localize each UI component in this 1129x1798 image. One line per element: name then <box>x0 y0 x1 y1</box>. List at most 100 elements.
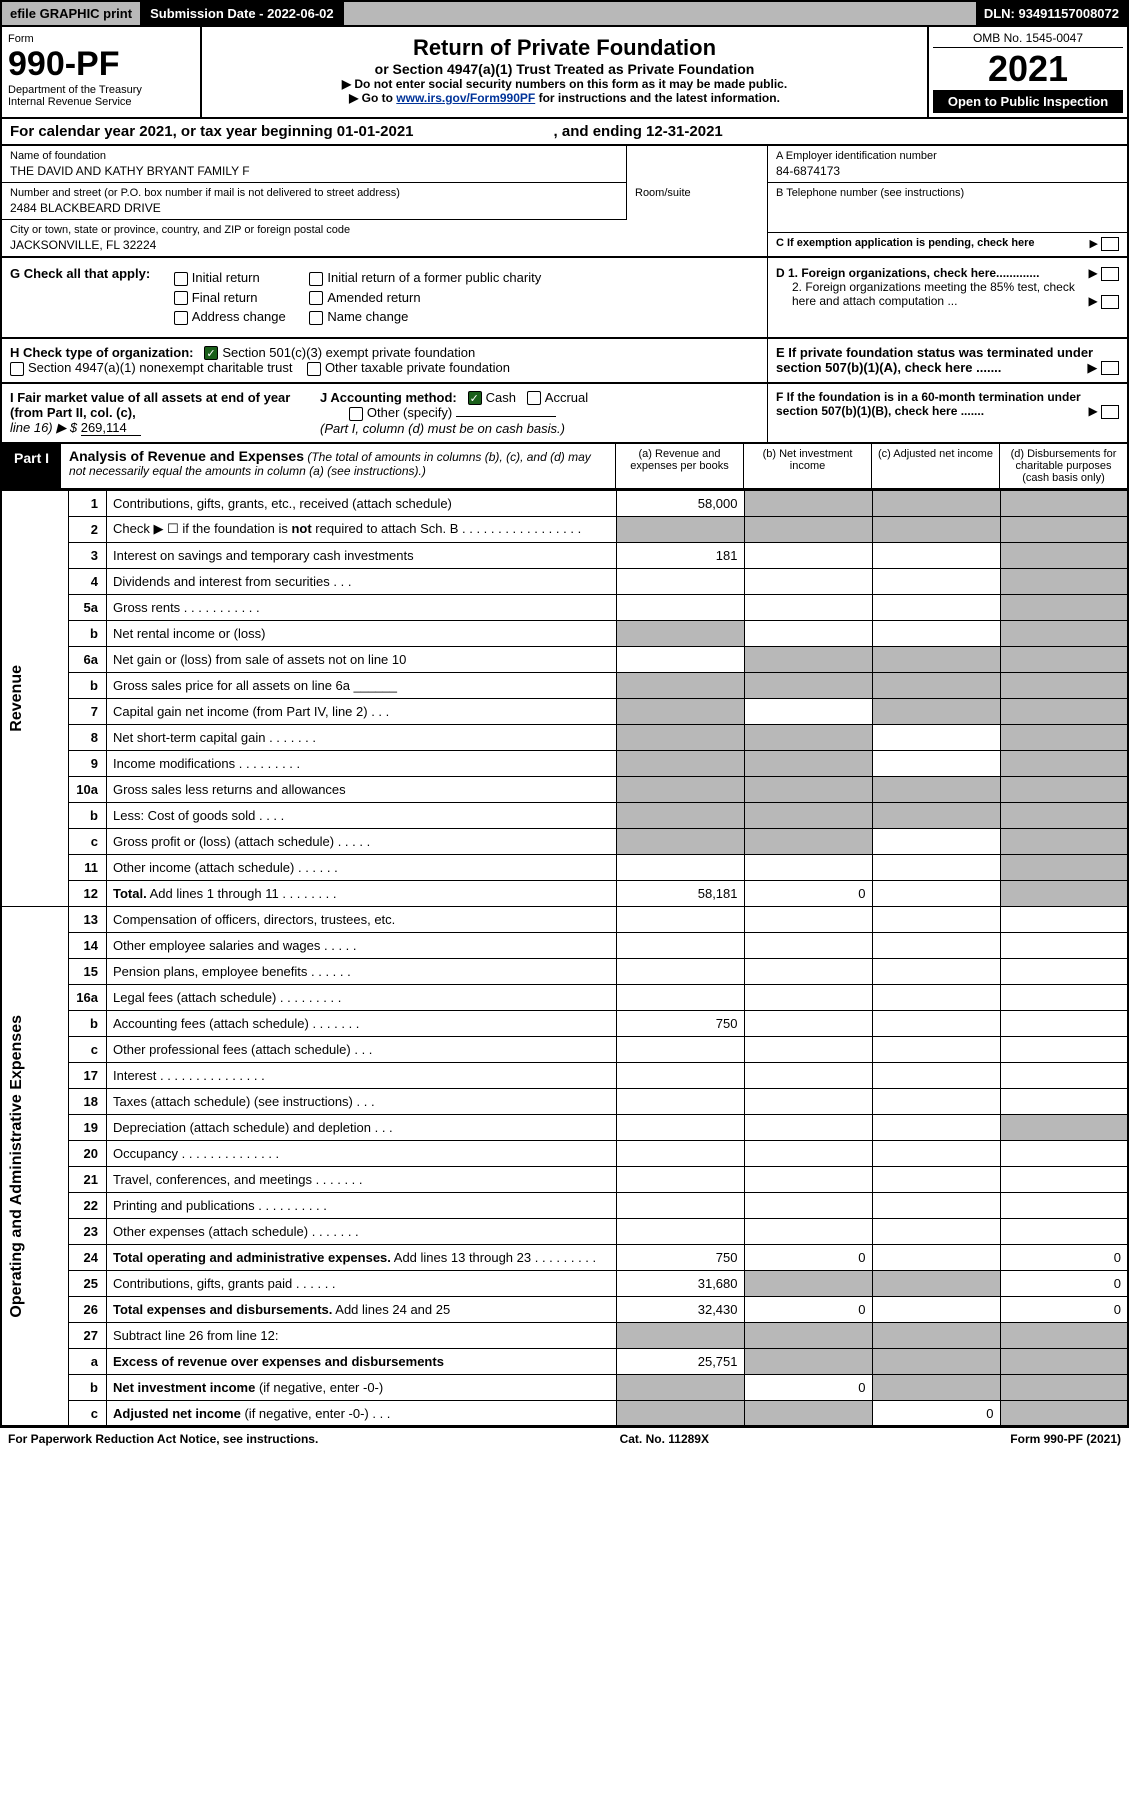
row-number: 5a <box>69 594 107 620</box>
col-d-value <box>1000 1348 1128 1374</box>
row-label: Income modifications . . . . . . . . . <box>107 750 617 776</box>
col-d-value <box>1000 854 1128 880</box>
d2-checkbox[interactable] <box>1101 295 1119 309</box>
f-checkbox[interactable] <box>1101 405 1119 419</box>
col-b-header: (b) Net investment income <box>743 444 871 488</box>
tax-year: 2021 <box>933 48 1123 90</box>
row-label: Subtract line 26 from line 12: <box>107 1322 617 1348</box>
row-number: 18 <box>69 1088 107 1114</box>
col-b-value <box>744 516 872 542</box>
main-table: Revenue1Contributions, gifts, grants, et… <box>0 490 1129 1428</box>
col-c-value <box>872 932 1000 958</box>
col-b-value <box>744 854 872 880</box>
initial-return-checkbox[interactable] <box>174 272 188 286</box>
table-row: 14Other employee salaries and wages . . … <box>1 932 1128 958</box>
col-d-value <box>1000 620 1128 646</box>
col-d-value <box>1000 646 1128 672</box>
table-row: 22Printing and publications . . . . . . … <box>1 1192 1128 1218</box>
final-return-checkbox[interactable] <box>174 291 188 305</box>
row-number: c <box>69 1036 107 1062</box>
col-c-value <box>872 1192 1000 1218</box>
part1-label: Part I <box>2 444 61 488</box>
col-d-value <box>1000 1374 1128 1400</box>
table-row: 12Total. Add lines 1 through 11 . . . . … <box>1 880 1128 906</box>
col-b-value <box>744 802 872 828</box>
section-g: G Check all that apply: Initial return F… <box>0 258 1129 339</box>
table-row: 27Subtract line 26 from line 12: <box>1 1322 1128 1348</box>
table-row: 21Travel, conferences, and meetings . . … <box>1 1166 1128 1192</box>
col-a-value <box>616 958 744 984</box>
row-number: 25 <box>69 1270 107 1296</box>
col-a-value <box>616 932 744 958</box>
dln: DLN: 93491157008072 <box>976 2 1127 25</box>
col-c-value <box>872 646 1000 672</box>
c-checkbox[interactable] <box>1101 237 1119 251</box>
col-d-value <box>1000 958 1128 984</box>
name-change-checkbox[interactable] <box>309 311 323 325</box>
col-b-value <box>744 1010 872 1036</box>
col-a-value <box>616 776 744 802</box>
row-number: 20 <box>69 1140 107 1166</box>
e-checkbox[interactable] <box>1101 361 1119 375</box>
d1-checkbox[interactable] <box>1101 267 1119 281</box>
instructions-link[interactable]: www.irs.gov/Form990PF <box>396 91 535 105</box>
table-row: 26Total expenses and disbursements. Add … <box>1 1296 1128 1322</box>
col-b-value: 0 <box>744 1296 872 1322</box>
amended-return-checkbox[interactable] <box>309 291 323 305</box>
row-number: a <box>69 1348 107 1374</box>
row-label: Travel, conferences, and meetings . . . … <box>107 1166 617 1192</box>
table-row: 16aLegal fees (attach schedule) . . . . … <box>1 984 1128 1010</box>
footer-left: For Paperwork Reduction Act Notice, see … <box>8 1432 318 1446</box>
submission-date: Submission Date - 2022-06-02 <box>142 2 344 25</box>
col-a-value <box>616 516 744 542</box>
row-label: Other income (attach schedule) . . . . .… <box>107 854 617 880</box>
row-label: Compensation of officers, directors, tru… <box>107 906 617 932</box>
row-label: Net investment income (if negative, ente… <box>107 1374 617 1400</box>
col-d-value: 0 <box>1000 1296 1128 1322</box>
table-row: bLess: Cost of goods sold . . . . <box>1 802 1128 828</box>
col-c-value <box>872 490 1000 516</box>
address-change-checkbox[interactable] <box>174 311 188 325</box>
part1-columns: (a) Revenue and expenses per books (b) N… <box>615 444 1127 488</box>
col-c-value <box>872 1374 1000 1400</box>
section-ij: I Fair market value of all assets at end… <box>0 384 1129 444</box>
501c3-checkbox[interactable] <box>204 346 218 360</box>
col-c-value <box>872 802 1000 828</box>
col-b-value <box>744 1400 872 1426</box>
top-bar: efile GRAPHIC print Submission Date - 20… <box>0 0 1129 27</box>
row-label: Dividends and interest from securities .… <box>107 568 617 594</box>
initial-former-checkbox[interactable] <box>309 272 323 286</box>
note2: ▶ Go to www.irs.gov/Form990PF for instru… <box>210 91 919 105</box>
table-row: bAccounting fees (attach schedule) . . .… <box>1 1010 1128 1036</box>
col-d-value <box>1000 802 1128 828</box>
col-b-value <box>744 1270 872 1296</box>
cash-checkbox[interactable] <box>468 391 482 405</box>
col-d-value <box>1000 932 1128 958</box>
col-a-value <box>616 1400 744 1426</box>
table-row: 20Occupancy . . . . . . . . . . . . . . <box>1 1140 1128 1166</box>
row-number: 7 <box>69 698 107 724</box>
other-method-checkbox[interactable] <box>349 407 363 421</box>
row-label: Depreciation (attach schedule) and deple… <box>107 1114 617 1140</box>
section-f: F If the foundation is in a 60-month ter… <box>767 384 1127 442</box>
other-taxable-checkbox[interactable] <box>307 362 321 376</box>
col-c-value <box>872 1036 1000 1062</box>
col-a-value <box>616 906 744 932</box>
col-b-value <box>744 1114 872 1140</box>
col-d-value <box>1000 1010 1128 1036</box>
row-number: 17 <box>69 1062 107 1088</box>
header-left: Form 990-PF Department of the Treasury I… <box>2 27 202 117</box>
table-row: Revenue1Contributions, gifts, grants, et… <box>1 490 1128 516</box>
accrual-checkbox[interactable] <box>527 391 541 405</box>
col-c-value <box>872 1010 1000 1036</box>
col-b-value <box>744 906 872 932</box>
row-number: 11 <box>69 854 107 880</box>
form-word: Form <box>8 33 194 45</box>
table-row: 24Total operating and administrative exp… <box>1 1244 1128 1270</box>
calendar-year: For calendar year 2021, or tax year begi… <box>0 119 1129 146</box>
row-number: 13 <box>69 906 107 932</box>
table-row: 3Interest on savings and temporary cash … <box>1 542 1128 568</box>
col-d-value <box>1000 906 1128 932</box>
omb: OMB No. 1545-0047 <box>933 31 1123 48</box>
4947-checkbox[interactable] <box>10 362 24 376</box>
